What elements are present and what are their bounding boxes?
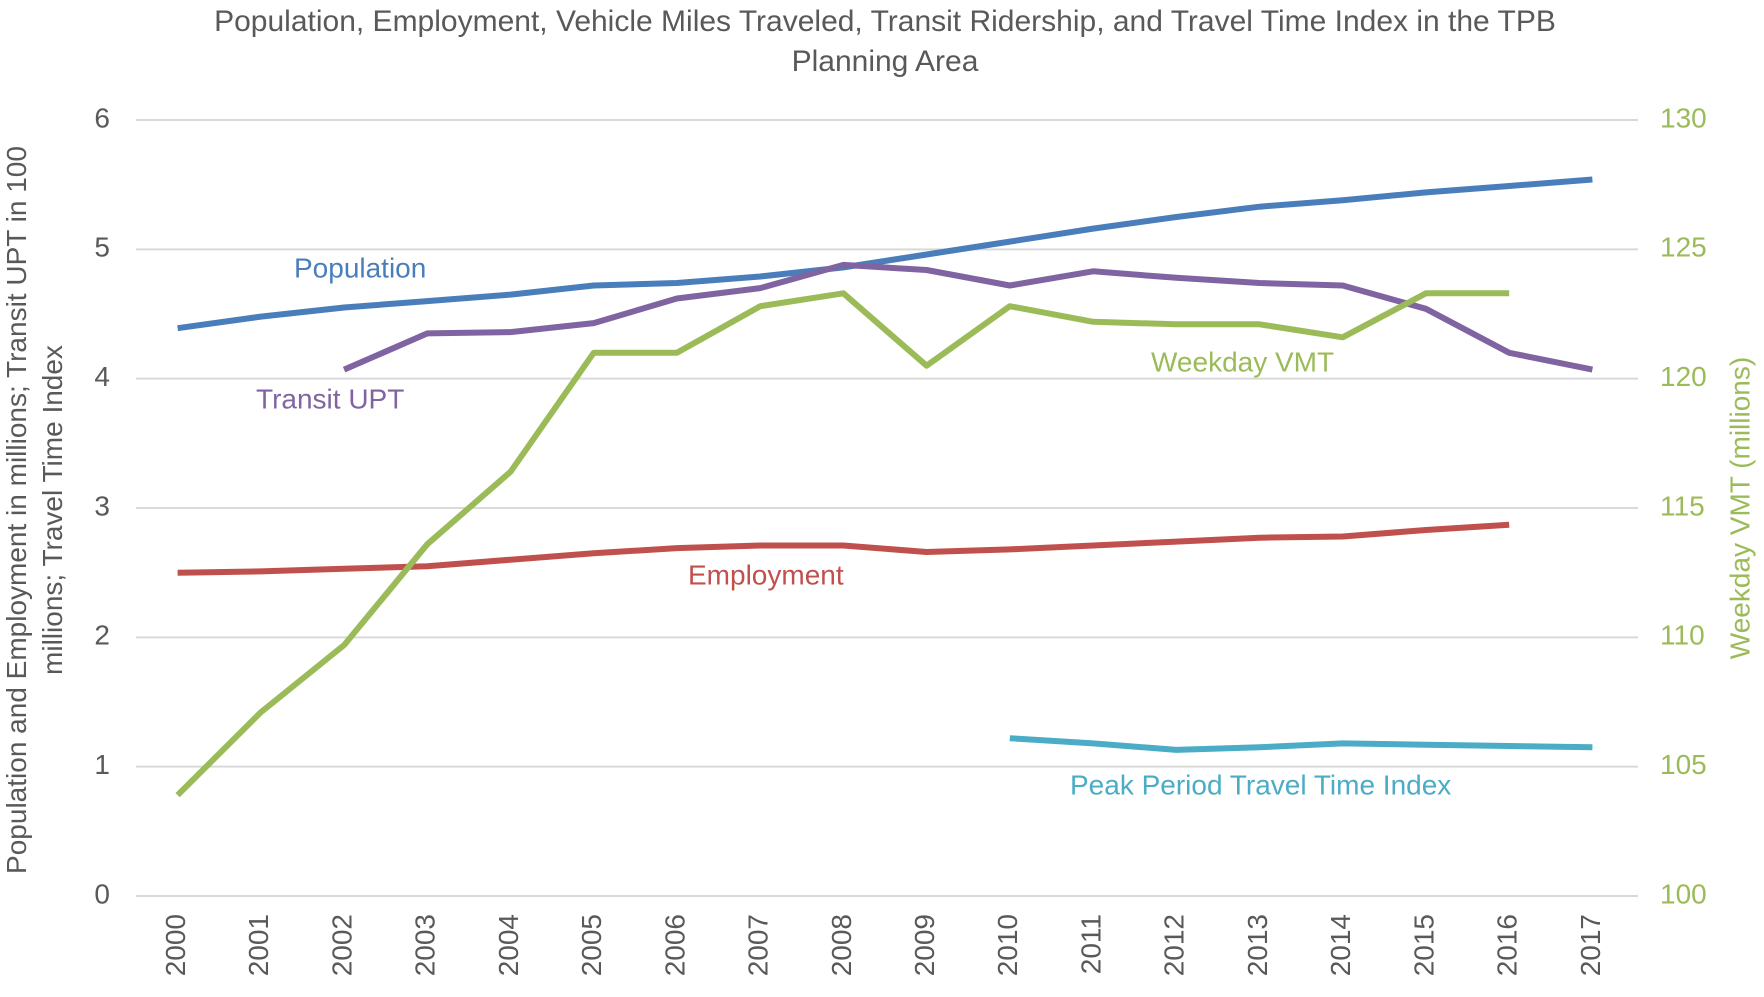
series-line xyxy=(177,521,1510,576)
y-tick-label: 1 xyxy=(94,749,110,780)
series-line xyxy=(177,176,1593,332)
y-tick-label: 3 xyxy=(94,490,110,521)
x-tick-label: 2005 xyxy=(576,914,607,976)
series-label: Peak Period Travel Time Index xyxy=(1070,769,1451,800)
y-tick-label: 0 xyxy=(94,878,110,909)
y2-tick-label: 120 xyxy=(1660,361,1707,392)
chart-title: Population, Employment, Vehicle Miles Tr… xyxy=(214,5,1556,78)
x-tick-label: 2001 xyxy=(243,914,274,976)
series-label: Weekday VMT xyxy=(1151,346,1334,377)
x-tick-label: 2015 xyxy=(1408,914,1439,976)
x-tick-label: 2008 xyxy=(826,914,857,976)
y2-tick-label: 100 xyxy=(1660,878,1707,909)
series-label: Transit UPT xyxy=(256,383,404,414)
x-tick-label: 2012 xyxy=(1159,914,1190,976)
x-tick-label: 2006 xyxy=(659,914,690,976)
y-tick-label: 4 xyxy=(94,361,110,392)
series-line xyxy=(175,290,1510,798)
x-tick-label: 2009 xyxy=(909,914,940,976)
x-tick-label: 2017 xyxy=(1575,914,1606,976)
y2-tick-label: 105 xyxy=(1660,749,1707,780)
x-tick-label: 2013 xyxy=(1242,914,1273,976)
series-label: Population xyxy=(294,252,426,283)
y-tick-label: 5 xyxy=(94,232,110,263)
x-tick-label: 2002 xyxy=(326,914,357,976)
x-tick-label: 2014 xyxy=(1325,914,1356,976)
y2-tick-label: 110 xyxy=(1660,620,1705,651)
x-tick-label: 2000 xyxy=(160,914,191,976)
series-line xyxy=(342,261,1593,373)
x-tick-label: 2007 xyxy=(743,914,774,976)
x-tick-label: 2010 xyxy=(992,914,1023,976)
y-tick-label: 6 xyxy=(94,102,110,133)
x-tick-label: 2003 xyxy=(410,914,441,976)
y2-axis-label: Weekday VMT (millions) xyxy=(1724,357,1755,659)
y2-tick-label: 130 xyxy=(1660,102,1707,133)
y2-tick-label: 125 xyxy=(1660,232,1707,263)
x-tick-label: 2004 xyxy=(493,914,524,976)
x-tick-label: 2011 xyxy=(1075,914,1106,974)
x-tick-label: 2016 xyxy=(1492,914,1523,976)
series-label: Employment xyxy=(688,559,844,590)
series-line xyxy=(1009,735,1593,753)
y2-tick-label: 115 xyxy=(1660,490,1705,521)
y-tick-label: 2 xyxy=(94,620,110,651)
